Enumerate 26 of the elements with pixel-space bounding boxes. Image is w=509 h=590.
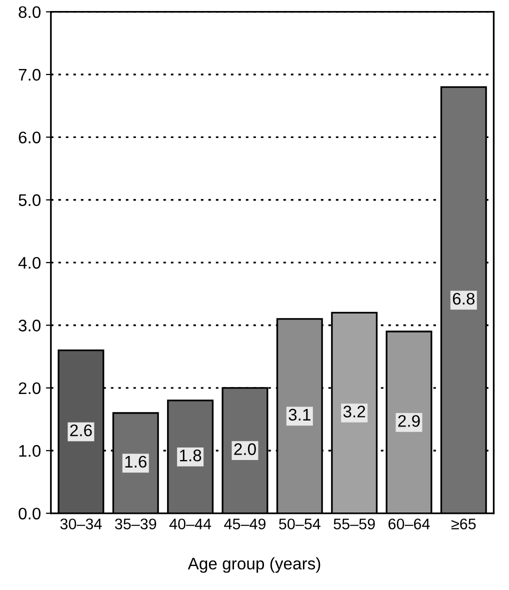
x-tick-label: 30–34 xyxy=(60,518,102,530)
y-tick-label: 6.0 xyxy=(18,132,41,144)
x-tick-label: ≥65 xyxy=(451,518,476,530)
data-label: 2.9 xyxy=(398,415,420,427)
y-tick-label: 8.0 xyxy=(18,6,41,18)
data-label: 6.8 xyxy=(452,292,475,305)
x-tick-label: 55–59 xyxy=(334,518,375,530)
y-tick-label: 5.0 xyxy=(18,194,41,206)
x-tick-label: 50–54 xyxy=(279,518,320,530)
data-label: 1.8 xyxy=(180,450,202,462)
y-tick-label: 1.0 xyxy=(19,445,41,457)
y-tick-label: 4.0 xyxy=(18,256,41,269)
data-label: 2.6 xyxy=(70,424,92,436)
x-tick-label: 45–49 xyxy=(224,518,266,530)
data-label: 3.2 xyxy=(343,406,366,418)
y-tick-label: 7.0 xyxy=(18,68,41,81)
x-tick-label: 40–44 xyxy=(169,518,212,530)
data-label: 2.0 xyxy=(234,443,256,456)
x-axis-title: Age group (years) xyxy=(188,557,320,573)
data-label: 3.1 xyxy=(288,408,310,421)
data-label: 1.6 xyxy=(125,456,146,468)
y-tick-label: 0.0 xyxy=(18,508,41,520)
y-tick-label: 2.0 xyxy=(18,382,41,394)
x-tick-label: 60–64 xyxy=(388,518,430,530)
y-tick-label: 3.0 xyxy=(18,320,41,332)
x-tick-label: 35–39 xyxy=(114,518,156,530)
